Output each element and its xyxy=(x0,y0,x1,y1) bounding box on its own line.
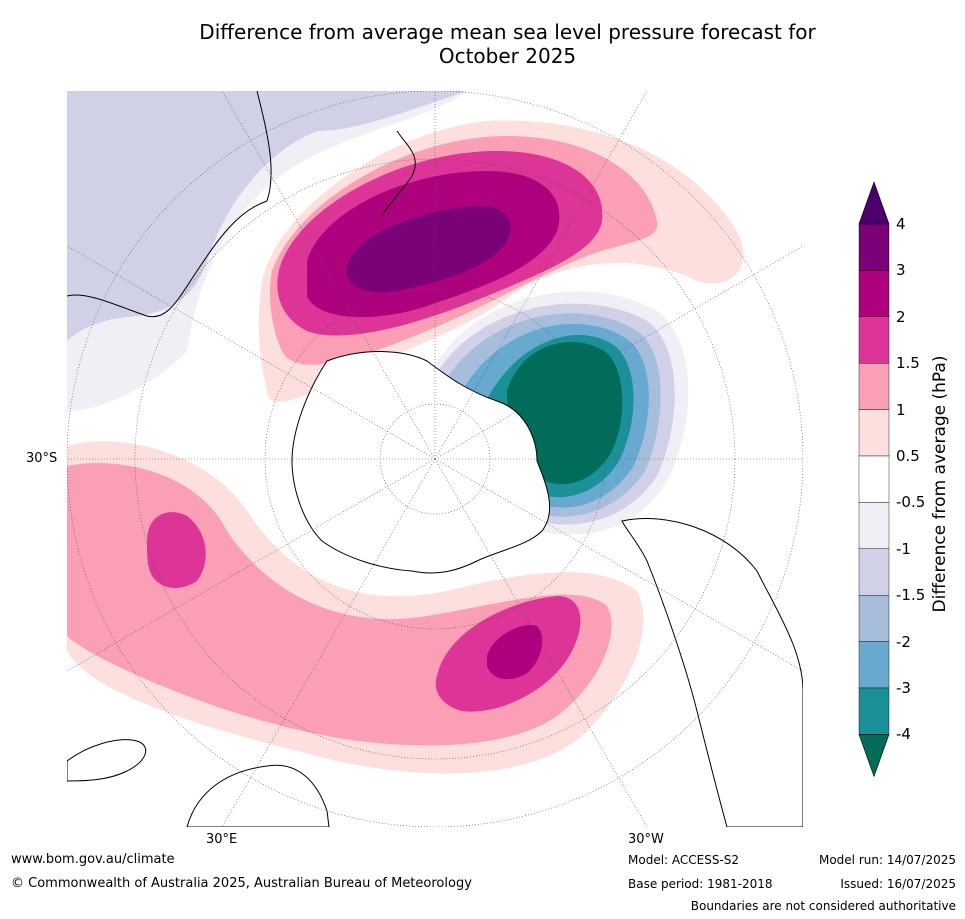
colorbar-tick-label: 1.5 xyxy=(896,354,920,373)
colorbar-segment xyxy=(858,548,890,596)
colorbar-tick-label: -3 xyxy=(896,679,911,697)
contour-pos-lower-2 xyxy=(487,625,543,680)
title-line-1: Difference from average mean sea level p… xyxy=(199,20,816,44)
footer-disclaimer: Boundaries are not considered authoritat… xyxy=(690,899,956,913)
lon-label-30w: 30°W xyxy=(628,832,664,847)
new-zealand-coastline xyxy=(381,130,416,217)
colorbar-segment xyxy=(858,270,890,318)
colorbar-segment xyxy=(858,595,890,642)
chart-title: Difference from average mean sea level p… xyxy=(100,20,915,68)
colorbar-segment xyxy=(858,455,890,503)
colorbar-tick-label: 3 xyxy=(896,261,906,280)
colorbar-tick-label: -0.5 xyxy=(896,493,926,512)
footer-model-run: Model run: 14/07/2025 xyxy=(818,853,956,867)
colorbar-extend-max xyxy=(858,181,890,225)
colorbar-tick-label: -1.5 xyxy=(896,586,926,605)
colorbar-tick-label: -2 xyxy=(896,632,911,651)
colorbar-segment xyxy=(858,223,890,271)
colorbar-segment xyxy=(858,362,890,410)
colorbar-segment xyxy=(858,316,890,364)
colorbar-segment xyxy=(858,409,890,457)
footer-issued: Issued: 16/07/2025 xyxy=(840,877,956,891)
colorbar xyxy=(858,181,890,778)
lower-left-coastline xyxy=(67,739,147,782)
colorbar-extend-min xyxy=(858,734,890,778)
lat-label-30s: 30°S xyxy=(26,451,58,466)
footer-base-period: Base period: 1981-2018 xyxy=(628,877,773,891)
contour-pos-lower-1_5-a xyxy=(147,512,206,588)
colorbar-tick-label: -4 xyxy=(896,725,911,744)
colorbar-tick-label: -1 xyxy=(896,539,911,558)
colorbar-title: Difference from average (hPa) xyxy=(930,355,950,613)
colorbar-tick-label: 0.5 xyxy=(896,447,920,465)
australia-coastline xyxy=(67,91,272,318)
south-america-coastline xyxy=(621,517,803,827)
colorbar-tick-label: 1 xyxy=(896,400,906,419)
colorbar-segment xyxy=(858,641,890,689)
contour-neg-upper-left xyxy=(67,91,467,341)
graticule xyxy=(67,91,803,827)
pressure-anomaly-map xyxy=(67,91,803,827)
contour-pos-upper-3 xyxy=(346,206,511,293)
lon-label-30e: 30°E xyxy=(206,832,238,847)
footer-model: Model: ACCESS-S2 xyxy=(628,853,740,867)
colorbar-segment xyxy=(858,502,890,549)
footer-copyright: © Commonwealth of Australia 2025, Austra… xyxy=(11,876,472,891)
title-line-2: October 2025 xyxy=(438,44,577,68)
colorbar-segment xyxy=(858,687,890,735)
colorbar-tick-label: 4 xyxy=(896,215,906,233)
antarctica-coastline xyxy=(291,351,551,574)
footer-website: www.bom.gov.au/climate xyxy=(11,852,175,867)
africa-coastline xyxy=(186,764,330,827)
colorbar-tick-label: 2 xyxy=(896,307,906,326)
